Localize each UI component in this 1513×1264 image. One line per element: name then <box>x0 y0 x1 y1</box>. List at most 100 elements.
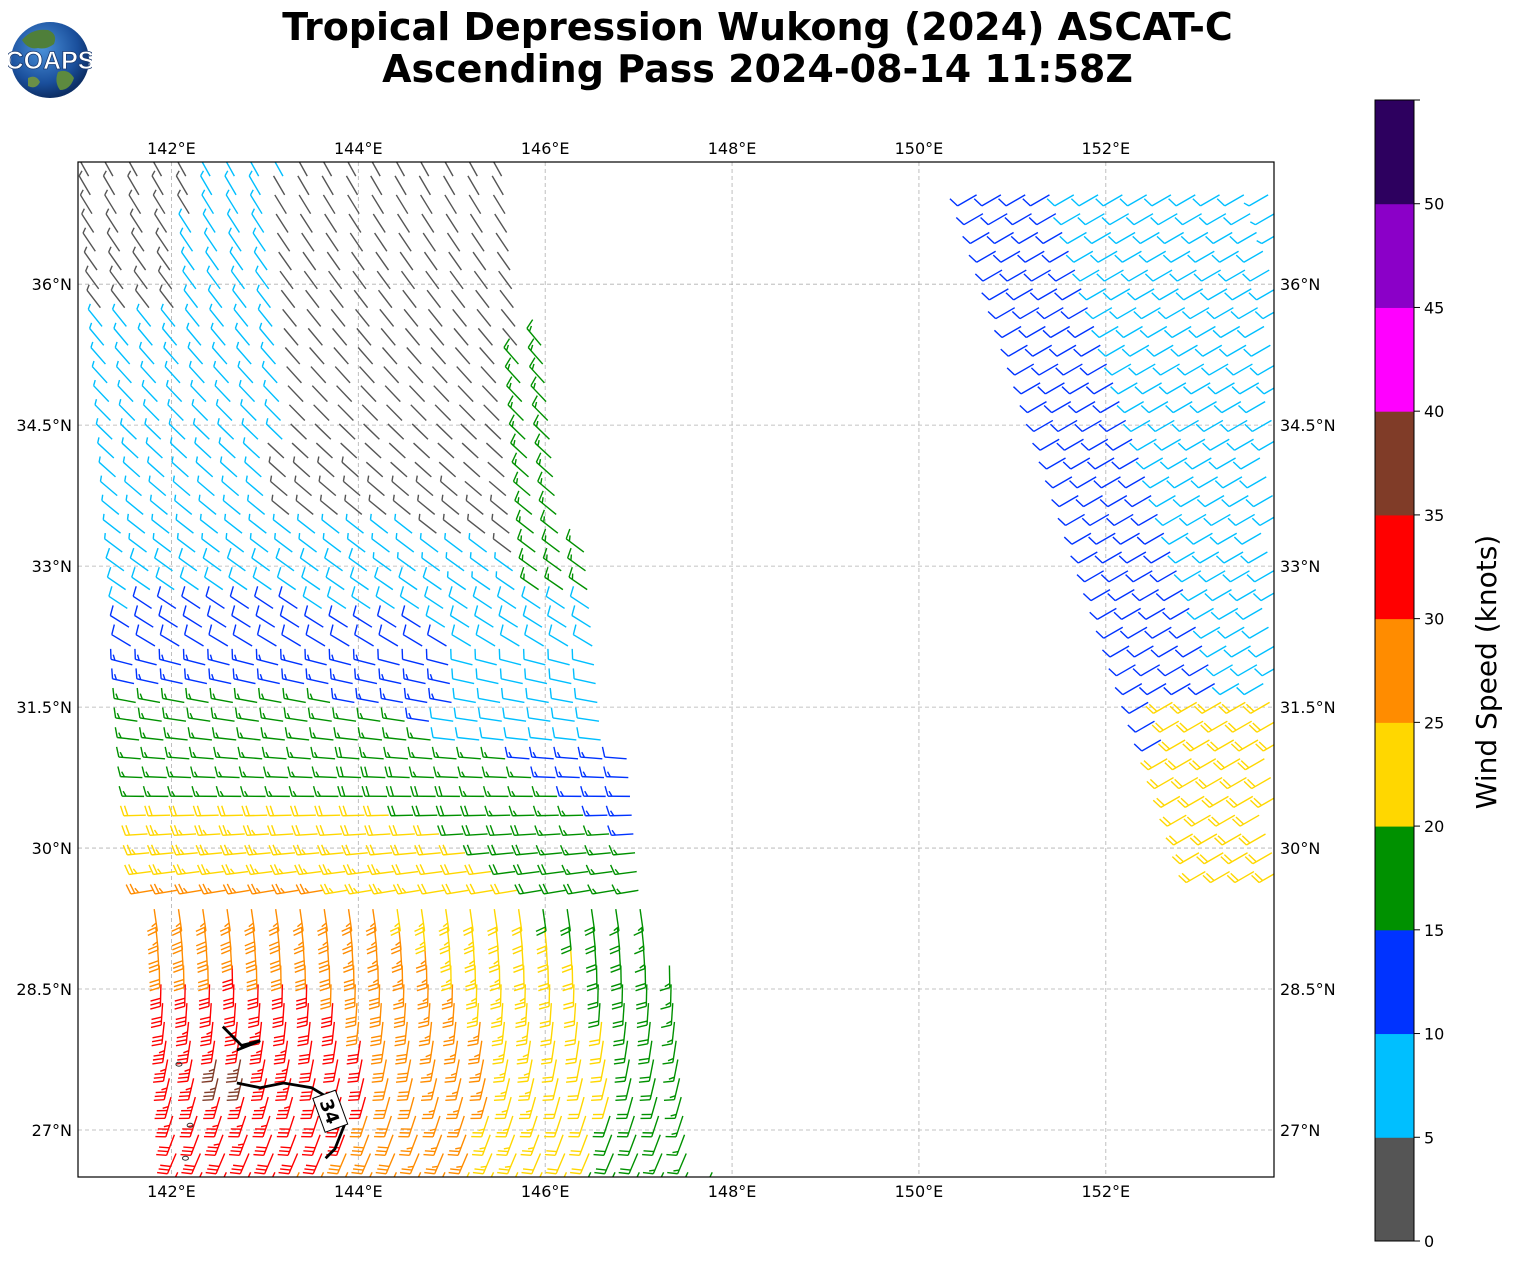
wind-barb <box>1222 570 1250 583</box>
wind-barb <box>108 586 128 609</box>
wind-barb <box>154 1096 172 1120</box>
wind-barb <box>369 1003 382 1029</box>
wind-barb <box>406 347 422 365</box>
wind-barb <box>251 547 271 572</box>
wind-barb <box>1038 457 1066 470</box>
wind-barb <box>580 785 606 798</box>
wind-barb <box>590 1059 606 1083</box>
wind-barb <box>349 567 369 591</box>
wind-barb <box>147 909 159 936</box>
wind-barb <box>1080 438 1109 451</box>
wind-barb <box>391 475 410 497</box>
colorbar-bin <box>1375 722 1414 827</box>
wind-barb <box>255 605 276 628</box>
wind-barb <box>177 189 190 215</box>
wind-barb <box>231 648 254 666</box>
wind-barb <box>457 766 483 779</box>
wind-barb <box>1036 307 1064 320</box>
wind-barb <box>513 965 525 992</box>
wind-barb <box>446 1115 465 1138</box>
wind-barb <box>260 341 277 365</box>
wind-barb <box>1241 626 1269 639</box>
wind-barb <box>550 707 575 722</box>
wind-barb <box>306 308 322 327</box>
wind-barb <box>307 327 323 346</box>
wind-barb <box>395 1059 412 1083</box>
wind-barb <box>374 1115 393 1138</box>
wind-barb <box>601 746 627 760</box>
wind-barb <box>195 456 214 478</box>
wind-barb <box>974 269 1003 282</box>
wind-barb <box>168 805 195 817</box>
wind-barb <box>558 825 585 837</box>
wind-barb <box>1243 344 1271 357</box>
island-outline <box>175 1061 183 1067</box>
wind-barb <box>472 1153 493 1175</box>
wind-barb <box>183 668 208 685</box>
wind-barb <box>539 1003 553 1029</box>
wind-barb <box>1041 250 1069 263</box>
wind-barb <box>1101 213 1130 226</box>
wind-barb <box>1127 720 1155 733</box>
wind-barb <box>311 385 328 403</box>
wind-barb <box>1186 607 1214 621</box>
wind-barb <box>437 442 455 459</box>
wind-barb <box>160 303 176 327</box>
wind-barb <box>1207 382 1235 395</box>
wind-barb <box>1134 382 1162 395</box>
wind-barb <box>1042 325 1071 339</box>
wind-barb <box>324 547 343 572</box>
wind-barb <box>274 194 287 215</box>
wind-barb <box>119 418 137 440</box>
wind-barb <box>663 1059 679 1083</box>
wind-barb <box>443 1040 459 1065</box>
wind-barb <box>390 461 408 478</box>
chart-title: Tropical Depression Wukong (2024) ASCAT-… <box>200 6 1315 90</box>
colorbar-bin <box>1375 100 1414 205</box>
wind-barb <box>489 965 501 992</box>
wind-barb <box>309 727 334 741</box>
wind-barb <box>421 1096 439 1120</box>
wind-barb <box>659 965 671 992</box>
wind-barb <box>448 586 468 609</box>
wind-barb <box>491 513 510 534</box>
wind-barb <box>464 864 492 876</box>
wind-barb <box>1180 231 1209 245</box>
wind-barb <box>134 648 157 666</box>
wind-barb <box>358 746 384 760</box>
wind-barb <box>1211 250 1239 263</box>
wind-barb <box>463 461 481 478</box>
wind-barb <box>1044 476 1073 489</box>
wind-barb <box>1220 852 1248 865</box>
wind-barb <box>553 746 579 760</box>
wind-barb <box>294 864 321 876</box>
wind-barb <box>476 308 492 327</box>
wind-barb <box>1066 325 1095 339</box>
wind-barb <box>441 494 460 515</box>
wind-barb <box>1226 870 1255 884</box>
wind-barb <box>148 864 176 876</box>
wind-barb <box>349 232 364 252</box>
wind-barb <box>490 1172 495 1177</box>
wind-barb <box>1196 852 1224 865</box>
wind-barb <box>182 265 197 290</box>
wind-barb <box>338 805 365 817</box>
wind-barb <box>128 532 147 553</box>
wind-barb <box>202 208 216 233</box>
wind-barb <box>79 189 93 215</box>
wind-barb <box>191 398 209 421</box>
wind-barb <box>364 825 391 837</box>
wind-barb <box>633 909 644 936</box>
wind-barb <box>640 1096 658 1120</box>
wind-barb <box>272 1003 285 1029</box>
wind-barb <box>318 475 337 497</box>
wind-barb <box>453 327 469 346</box>
wind-barb <box>465 494 484 515</box>
wind-barb <box>346 532 366 553</box>
wind-barb <box>244 909 256 936</box>
wind-barb <box>345 513 364 534</box>
wind-barb <box>1256 235 1274 245</box>
wind-barb <box>454 727 480 741</box>
wind-barb <box>1049 419 1078 433</box>
wind-barb <box>208 624 229 647</box>
